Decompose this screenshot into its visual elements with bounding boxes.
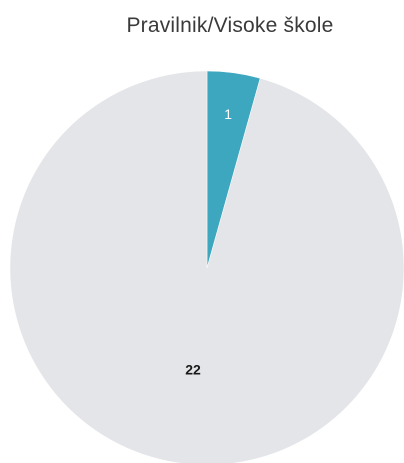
pie-slice-22	[9, 70, 404, 463]
pie-slice-label-1: 1	[224, 106, 232, 122]
pie-slices	[9, 70, 404, 463]
pie-labels: 1 22	[185, 106, 232, 378]
chart-title: Pravilnik/Visoke škole	[126, 14, 334, 37]
pie-slice-label-22: 22	[185, 361, 201, 377]
